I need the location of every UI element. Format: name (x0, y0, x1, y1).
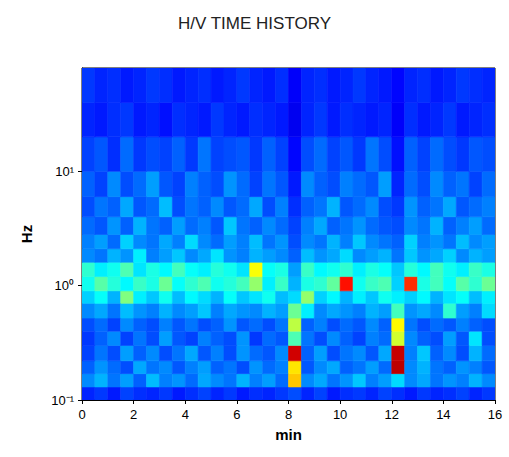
svg-text:14: 14 (436, 407, 450, 422)
svg-text:min: min (275, 426, 302, 443)
svg-text:Hz: Hz (18, 225, 35, 243)
svg-text:4: 4 (182, 407, 189, 422)
svg-text:10¹: 10¹ (55, 164, 74, 179)
svg-text:10: 10 (333, 407, 347, 422)
svg-text:0: 0 (78, 407, 85, 422)
svg-text:16: 16 (488, 407, 502, 422)
svg-text:8: 8 (285, 407, 292, 422)
svg-text:10⁻¹: 10⁻¹ (51, 393, 74, 408)
svg-text:10⁰: 10⁰ (55, 278, 74, 293)
svg-text:12: 12 (385, 407, 399, 422)
svg-text:H/V TIME HISTORY: H/V TIME HISTORY (178, 14, 331, 33)
svg-text:6: 6 (233, 407, 240, 422)
svg-text:2: 2 (130, 407, 137, 422)
